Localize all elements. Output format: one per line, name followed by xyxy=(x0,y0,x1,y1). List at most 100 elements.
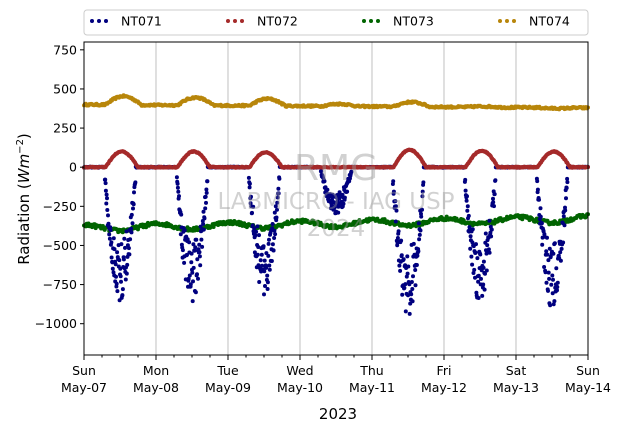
nt071-point xyxy=(394,204,398,209)
nt071-point xyxy=(565,176,570,181)
nt071-point xyxy=(255,224,260,229)
y-axis: 750 500 250 0 −250 −500 −750 −1000 xyxy=(35,42,84,331)
nt071-point xyxy=(464,198,469,203)
nt071-point xyxy=(260,263,265,268)
legend-item-nt071: NT071 xyxy=(90,14,162,29)
x-tick-date: May-12 xyxy=(421,380,467,395)
nt071-point xyxy=(416,221,421,226)
nt071-point xyxy=(195,272,199,277)
nt071-point xyxy=(186,276,191,281)
nt071-point xyxy=(491,200,496,205)
nt071-point xyxy=(107,236,112,241)
nt071-point xyxy=(264,265,269,270)
y-tick-label: 0 xyxy=(69,160,77,175)
nt071-point xyxy=(131,206,135,211)
nt071-point xyxy=(107,232,112,237)
legend-item-nt073: NT073 xyxy=(362,14,434,29)
nt071-point xyxy=(276,191,281,196)
data-series xyxy=(82,93,590,316)
nt071-point xyxy=(201,222,206,226)
nt071-point xyxy=(257,233,261,238)
watermark: RMG LABMICRO - IAG USP 2024 xyxy=(217,148,454,242)
nt071-point xyxy=(395,236,400,240)
x-tick-day: Sun xyxy=(576,363,600,378)
nt071-point xyxy=(472,267,477,272)
legend-item-nt072: NT072 xyxy=(226,14,298,29)
nt071-point xyxy=(272,236,277,240)
nt071-point xyxy=(187,240,192,245)
x-tick-date: May-13 xyxy=(493,380,539,395)
nt071-point xyxy=(417,237,422,242)
nt071-point xyxy=(174,175,179,180)
nt071-point xyxy=(349,169,354,174)
nt071-point xyxy=(191,265,196,270)
nt071-point xyxy=(538,206,543,211)
nt071-point xyxy=(197,254,202,259)
nt071-point xyxy=(397,263,402,268)
nt071-point xyxy=(131,202,136,207)
nt071-point xyxy=(550,291,555,296)
nt071-point xyxy=(394,208,399,213)
nt071-point xyxy=(246,175,251,180)
x-tick-date: May-07 xyxy=(61,380,107,395)
x-tick-date: May-08 xyxy=(133,380,179,395)
series-nt074 xyxy=(82,93,590,112)
nt071-point xyxy=(256,245,261,249)
x-tick-day: Sun xyxy=(72,363,96,378)
nt071-point xyxy=(485,243,490,248)
nt071-point xyxy=(547,246,552,251)
nt071-point xyxy=(550,273,555,278)
legend-box xyxy=(83,9,589,36)
nt071-point xyxy=(542,265,547,269)
nt071-point xyxy=(129,226,134,231)
nt071-point xyxy=(463,188,468,193)
nt071-point xyxy=(493,178,498,183)
nt071-point xyxy=(203,194,208,199)
nt071-point xyxy=(105,196,109,201)
nt071-point xyxy=(204,187,209,192)
nt071-point xyxy=(204,200,208,205)
nt071-point xyxy=(561,214,566,219)
nt071-point xyxy=(403,282,408,287)
nt071-point xyxy=(126,246,131,251)
nt071-point xyxy=(544,280,549,285)
nt071-point xyxy=(559,246,564,251)
legend-marker xyxy=(498,19,502,23)
nt071-point xyxy=(564,196,568,201)
nt071-point xyxy=(272,228,277,233)
nt071-point xyxy=(474,242,478,247)
nt071-point xyxy=(201,209,206,214)
x-axis: Sun May-07 Mon May-08 Tue May-09 Wed May-10 Thu M… xyxy=(61,355,611,395)
nt071-point xyxy=(205,179,210,184)
nt071-point xyxy=(182,260,187,265)
nt071-point xyxy=(410,287,415,291)
nt071-point xyxy=(403,309,408,314)
nt071-point xyxy=(114,274,118,279)
nt071-point xyxy=(486,247,491,252)
legend-label: NT071 xyxy=(121,14,162,29)
nt071-point xyxy=(479,276,483,281)
nt071-point xyxy=(199,237,204,242)
nt071-point xyxy=(409,280,414,284)
nt071-point xyxy=(249,194,253,199)
nt071-point xyxy=(465,204,470,209)
legend: NT071 NT072 NT073 NT074 xyxy=(83,9,589,36)
x-tick-day: Fri xyxy=(437,363,452,378)
nt071-point xyxy=(404,274,409,279)
nt071-point xyxy=(109,255,114,260)
nt071-point xyxy=(561,240,566,245)
nt071-point xyxy=(120,293,125,298)
nt071-point xyxy=(466,213,471,218)
nt071-point xyxy=(197,242,202,247)
legend-marker xyxy=(362,19,366,23)
nt071-point xyxy=(250,210,254,215)
nt071-point xyxy=(551,302,556,307)
nt071-point xyxy=(391,179,396,184)
nt071-point xyxy=(195,257,200,262)
nt071-point xyxy=(190,299,195,304)
x-axis-title: 2023 xyxy=(319,405,357,423)
nt071-point xyxy=(535,179,540,184)
nt071-point xyxy=(193,290,198,295)
nt071-point xyxy=(123,245,127,250)
nt071-point xyxy=(332,205,337,210)
